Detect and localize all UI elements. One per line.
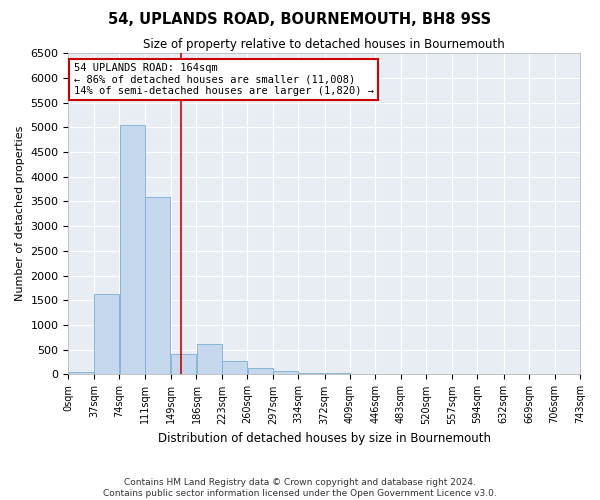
Bar [222,360,247,374]
Text: 54 UPLANDS ROAD: 164sqm
← 86% of detached houses are smaller (11,008)
14% of sem: 54 UPLANDS ROAD: 164sqm ← 86% of detache… [74,62,374,96]
Bar [145,198,170,374]
Bar [171,354,196,374]
Text: 54, UPLANDS ROAD, BOURNEMOUTH, BH8 9SS: 54, UPLANDS ROAD, BOURNEMOUTH, BH8 9SS [109,12,491,28]
Bar [68,372,94,374]
Y-axis label: Number of detached properties: Number of detached properties [15,126,25,302]
Title: Size of property relative to detached houses in Bournemouth: Size of property relative to detached ho… [143,38,505,51]
Bar [119,125,145,374]
Bar [94,294,119,374]
X-axis label: Distribution of detached houses by size in Bournemouth: Distribution of detached houses by size … [158,432,491,445]
Bar [248,368,272,374]
Bar [197,344,221,374]
Text: Contains HM Land Registry data © Crown copyright and database right 2024.
Contai: Contains HM Land Registry data © Crown c… [103,478,497,498]
Bar [273,371,298,374]
Bar [299,372,323,374]
